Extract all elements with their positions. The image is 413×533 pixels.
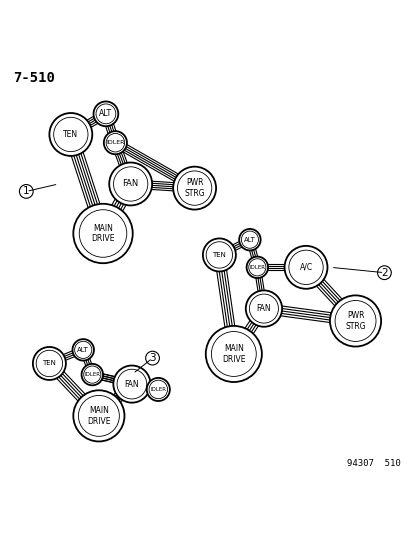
Circle shape	[73, 390, 124, 441]
Circle shape	[239, 229, 260, 251]
Circle shape	[93, 101, 118, 126]
Text: IDLER: IDLER	[106, 140, 124, 145]
Text: MAIN
DRIVE: MAIN DRIVE	[91, 224, 114, 243]
Circle shape	[73, 204, 133, 263]
Text: ALT: ALT	[243, 237, 255, 243]
Circle shape	[284, 246, 327, 289]
Circle shape	[49, 113, 92, 156]
Text: FAN: FAN	[124, 379, 139, 389]
Text: 7-510: 7-510	[13, 70, 55, 85]
Circle shape	[33, 347, 66, 380]
Text: PWR
STRG: PWR STRG	[344, 311, 365, 330]
Text: TEN: TEN	[63, 130, 78, 139]
Text: 3: 3	[149, 353, 155, 363]
Circle shape	[173, 167, 216, 209]
Text: ALT: ALT	[77, 347, 89, 353]
Text: ALT: ALT	[99, 109, 112, 118]
Circle shape	[205, 326, 261, 382]
Circle shape	[146, 378, 169, 401]
Text: IDLER: IDLER	[84, 372, 100, 377]
Circle shape	[202, 238, 235, 271]
Text: 1: 1	[23, 187, 29, 196]
Circle shape	[104, 131, 127, 154]
Text: 94307  510: 94307 510	[347, 459, 400, 468]
Text: MAIN
DRIVE: MAIN DRIVE	[221, 344, 245, 364]
Text: MAIN
DRIVE: MAIN DRIVE	[87, 406, 110, 425]
Text: TEN: TEN	[212, 252, 226, 258]
Text: A/C: A/C	[299, 263, 312, 272]
Circle shape	[109, 163, 152, 205]
Text: 2: 2	[380, 268, 387, 278]
Text: IDLER: IDLER	[150, 387, 166, 392]
Circle shape	[246, 256, 268, 278]
Text: PWR
STRG: PWR STRG	[184, 179, 204, 198]
Text: FAN: FAN	[256, 304, 271, 313]
Circle shape	[72, 339, 94, 361]
Circle shape	[329, 295, 380, 346]
Circle shape	[81, 364, 103, 385]
Circle shape	[245, 290, 281, 327]
Circle shape	[113, 366, 150, 402]
Text: TEN: TEN	[43, 360, 56, 367]
Text: FAN: FAN	[122, 180, 138, 189]
Text: IDLER: IDLER	[249, 265, 265, 270]
